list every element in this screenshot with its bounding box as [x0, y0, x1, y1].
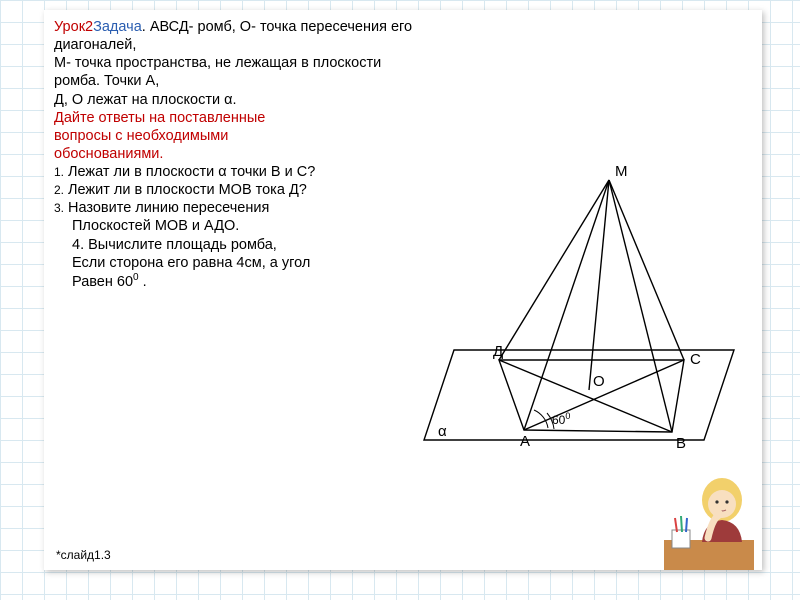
- problem-line2: М- точка пространства, не лежащая в плос…: [54, 54, 414, 90]
- slide-card: Урок2Задача. АВСД- ромб, О- точка пересе…: [44, 10, 762, 570]
- question-4b: Если сторона его равна 4см, а угол: [54, 254, 414, 272]
- svg-text:600: 600: [552, 411, 570, 427]
- question-3a: 3.Назовите линию пересечения: [54, 199, 414, 217]
- question-4c: Равен 600 .: [54, 272, 414, 291]
- diagram-svg: М А В С Д Оα 600: [394, 130, 754, 490]
- problem-line3: Д, О лежат на плоскости α.: [54, 91, 414, 109]
- lesson-label: Урок2: [54, 19, 93, 35]
- prompt-line1: Дайте ответы на поставленные: [54, 109, 414, 127]
- cup: [672, 530, 690, 548]
- svg-text:Д: Д: [493, 343, 503, 360]
- prompt-line3: обоснованиями.: [54, 145, 414, 163]
- question-2: 2.Лежит ли в плоскости МОВ тока Д?: [54, 181, 414, 199]
- svg-text:В: В: [676, 435, 686, 452]
- problem-text: Урок2Задача. АВСД- ромб, О- точка пересе…: [54, 18, 414, 291]
- question-1: 1.Лежат ли в плоскости α точки В и С?: [54, 163, 414, 181]
- task-label: Задача: [93, 19, 142, 35]
- clipart-student: [664, 460, 754, 570]
- question-4a: 4. Вычислите площадь ромба,: [54, 236, 414, 254]
- svg-text:О: О: [593, 373, 605, 390]
- svg-text:А: А: [520, 433, 530, 450]
- svg-text:α: α: [438, 423, 447, 440]
- prompt-line2: вопросы с необходимыми: [54, 127, 414, 145]
- question-3b: Плоскостей МОВ и АДО.: [54, 217, 414, 235]
- geometry-diagram: М А В С Д Оα 600: [394, 130, 754, 490]
- slide-footer: *слайд1.3: [56, 548, 111, 562]
- svg-text:М: М: [615, 163, 628, 180]
- svg-text:С: С: [690, 351, 701, 368]
